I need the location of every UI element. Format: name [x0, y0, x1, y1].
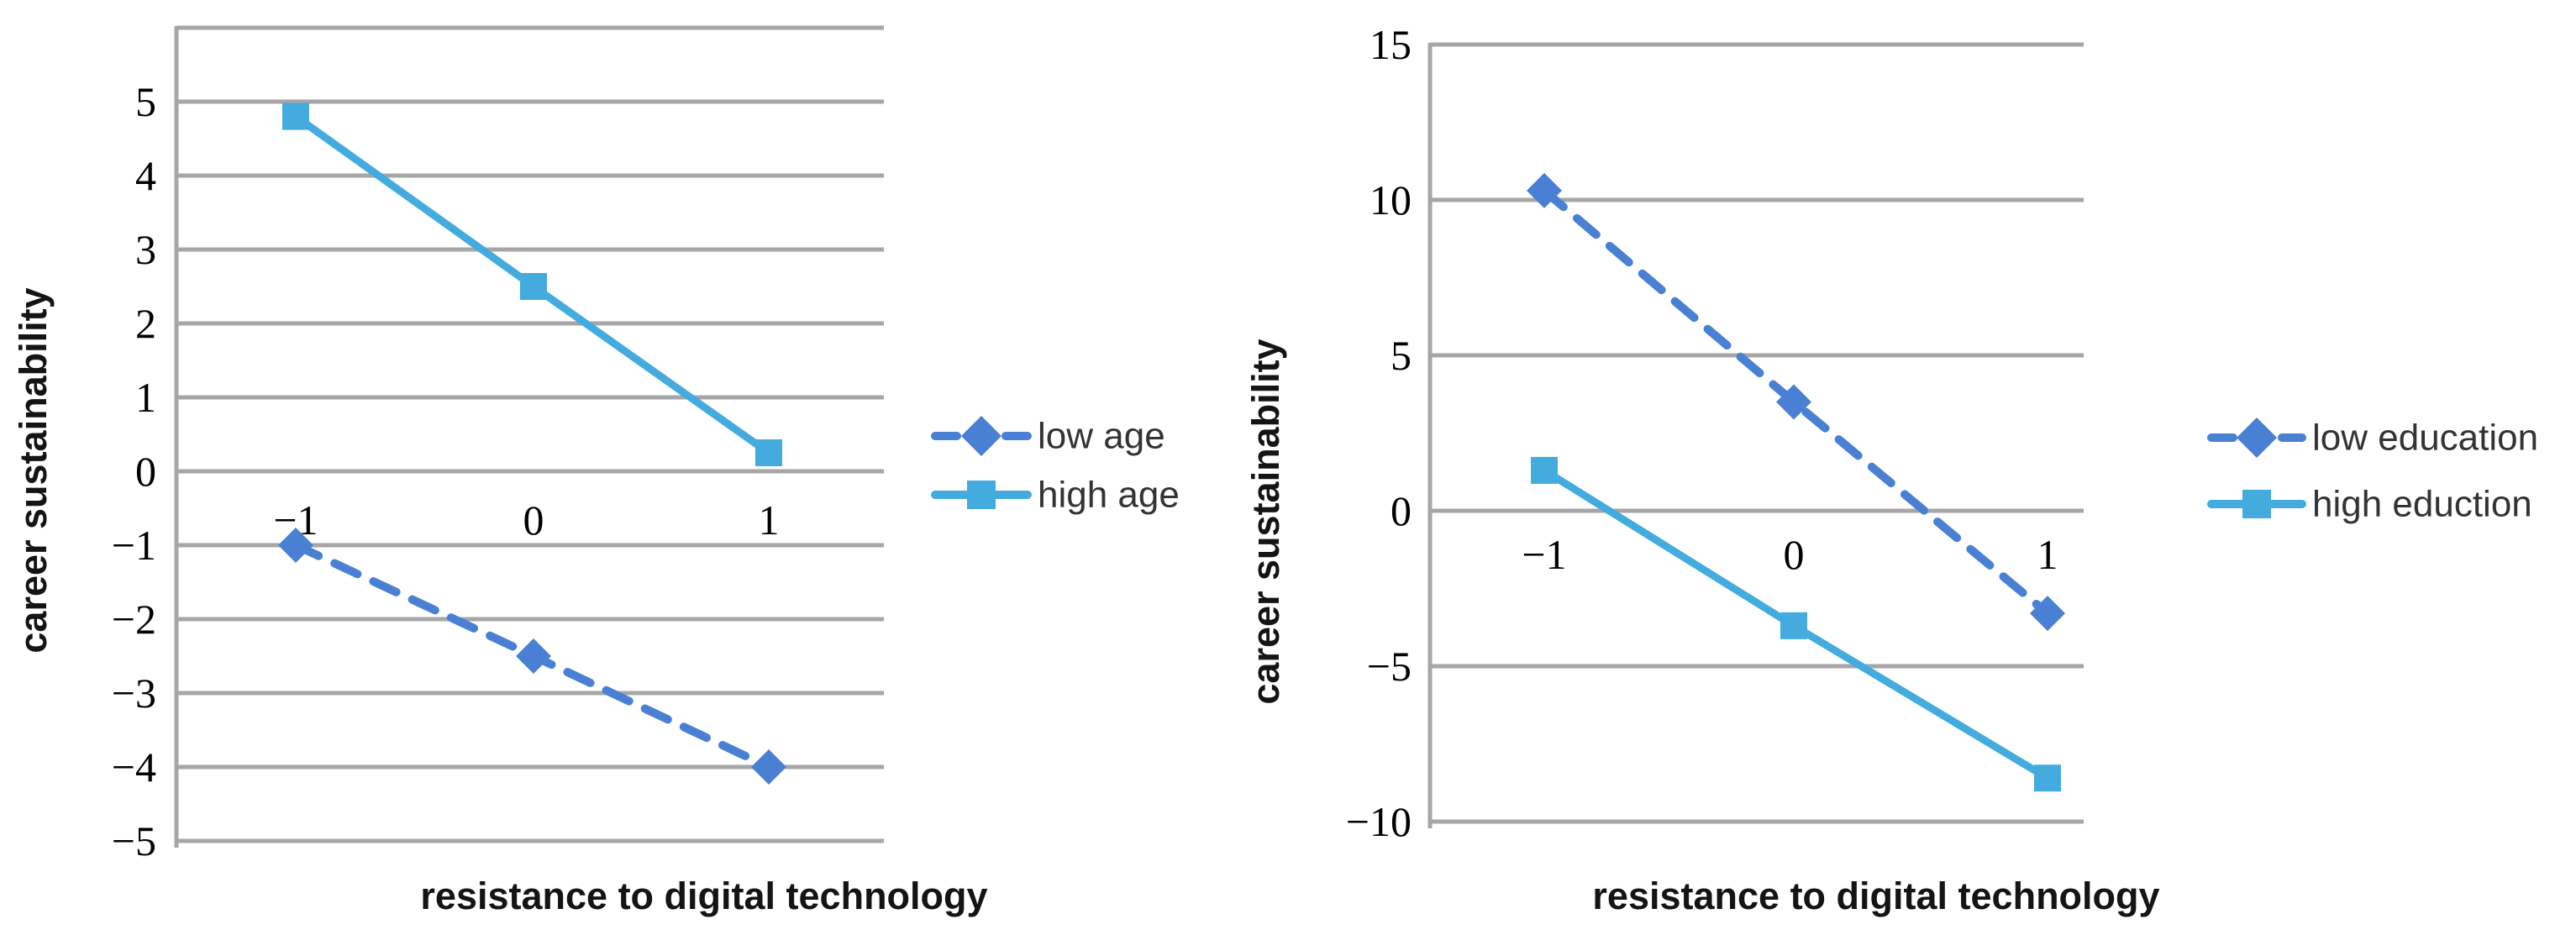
y-tick-label: 1	[135, 374, 156, 421]
series-group	[1527, 172, 2065, 792]
x-tick-label: 0	[1784, 531, 1805, 578]
y-axis-title: career sustainability	[1244, 339, 1287, 704]
marker-diamond-low-age	[516, 638, 551, 674]
legend-label-low-age: low age	[1038, 416, 1165, 457]
x-tick-labels-group: −1 0 1	[1522, 531, 2058, 578]
legend-swatches-group	[2207, 418, 2306, 518]
x-axis-title: resistance to digital technology	[420, 875, 987, 917]
marker-square-high-eduction	[2034, 764, 2061, 792]
y-tick-label: −1	[112, 522, 156, 569]
y-tick-label: 3	[135, 226, 156, 273]
y-tick-label: 0	[135, 448, 156, 495]
legend-label-low-education: low education	[2312, 418, 2538, 459]
y-tick-label: −5	[1367, 643, 1412, 690]
y-tick-label: −4	[112, 743, 156, 791]
legend-swatch-square-high-eduction	[2242, 490, 2271, 518]
legend-label-high-age: high age	[1038, 475, 1180, 516]
x-tick-label: 0	[523, 496, 544, 544]
marker-diamond-low-age	[278, 528, 313, 563]
legend-swatch-square-high-age	[967, 481, 996, 509]
marker-diamond-low-education	[2030, 596, 2065, 632]
legend-swatch-diamond-low-age	[961, 416, 1001, 456]
y-tick-labels-group: 5 4 3 2 1 0 −1 −2 −3 −4 −5	[112, 78, 156, 864]
y-tick-label: −2	[112, 596, 156, 643]
marker-square-high-eduction	[1531, 456, 1558, 484]
y-tick-label: 10	[1369, 176, 1412, 223]
y-axis-title: career sustainability	[12, 287, 55, 653]
y-tick-label: 0	[1391, 487, 1412, 534]
y-tick-labels-group: 15 10 5 0 −5 −10	[1346, 21, 1412, 845]
y-tick-label: 5	[1391, 332, 1412, 379]
marker-diamond-low-education	[1776, 384, 1811, 420]
y-tick-label: 15	[1369, 21, 1412, 68]
marker-square-high-age	[520, 273, 547, 300]
marker-diamond-low-age	[751, 749, 786, 785]
legend-swatches-group	[931, 416, 1032, 509]
x-axis-title: resistance to digital technology	[1592, 875, 2159, 917]
y-tick-label: 2	[135, 300, 156, 347]
y-tick-label: −5	[112, 817, 156, 864]
gridlines-group	[176, 25, 884, 843]
legend-swatch-diamond-low-education	[2237, 418, 2277, 458]
x-tick-label: 1	[2037, 531, 2058, 578]
marker-square-high-eduction	[1780, 612, 1807, 639]
marker-square-high-age	[282, 102, 309, 130]
chart-age: 5 4 3 2 1 0 −1 −2 −3 −4 −5 −1 0 1 low age high age r…	[12, 25, 1180, 917]
y-tick-label: −3	[112, 670, 156, 717]
gridlines-group	[1430, 42, 2084, 824]
x-tick-label: 1	[759, 496, 780, 544]
legend-label-high-eduction: high eduction	[2312, 484, 2532, 525]
y-tick-label: 4	[135, 152, 156, 199]
marker-square-high-age	[755, 439, 782, 466]
series-group	[278, 102, 786, 785]
x-tick-label: −1	[1522, 531, 1566, 578]
y-tick-label: −10	[1346, 798, 1412, 845]
marker-diamond-low-education	[1527, 172, 1562, 208]
x-tick-labels-group: −1 0 1	[273, 496, 779, 544]
y-tick-label: 5	[135, 78, 156, 125]
